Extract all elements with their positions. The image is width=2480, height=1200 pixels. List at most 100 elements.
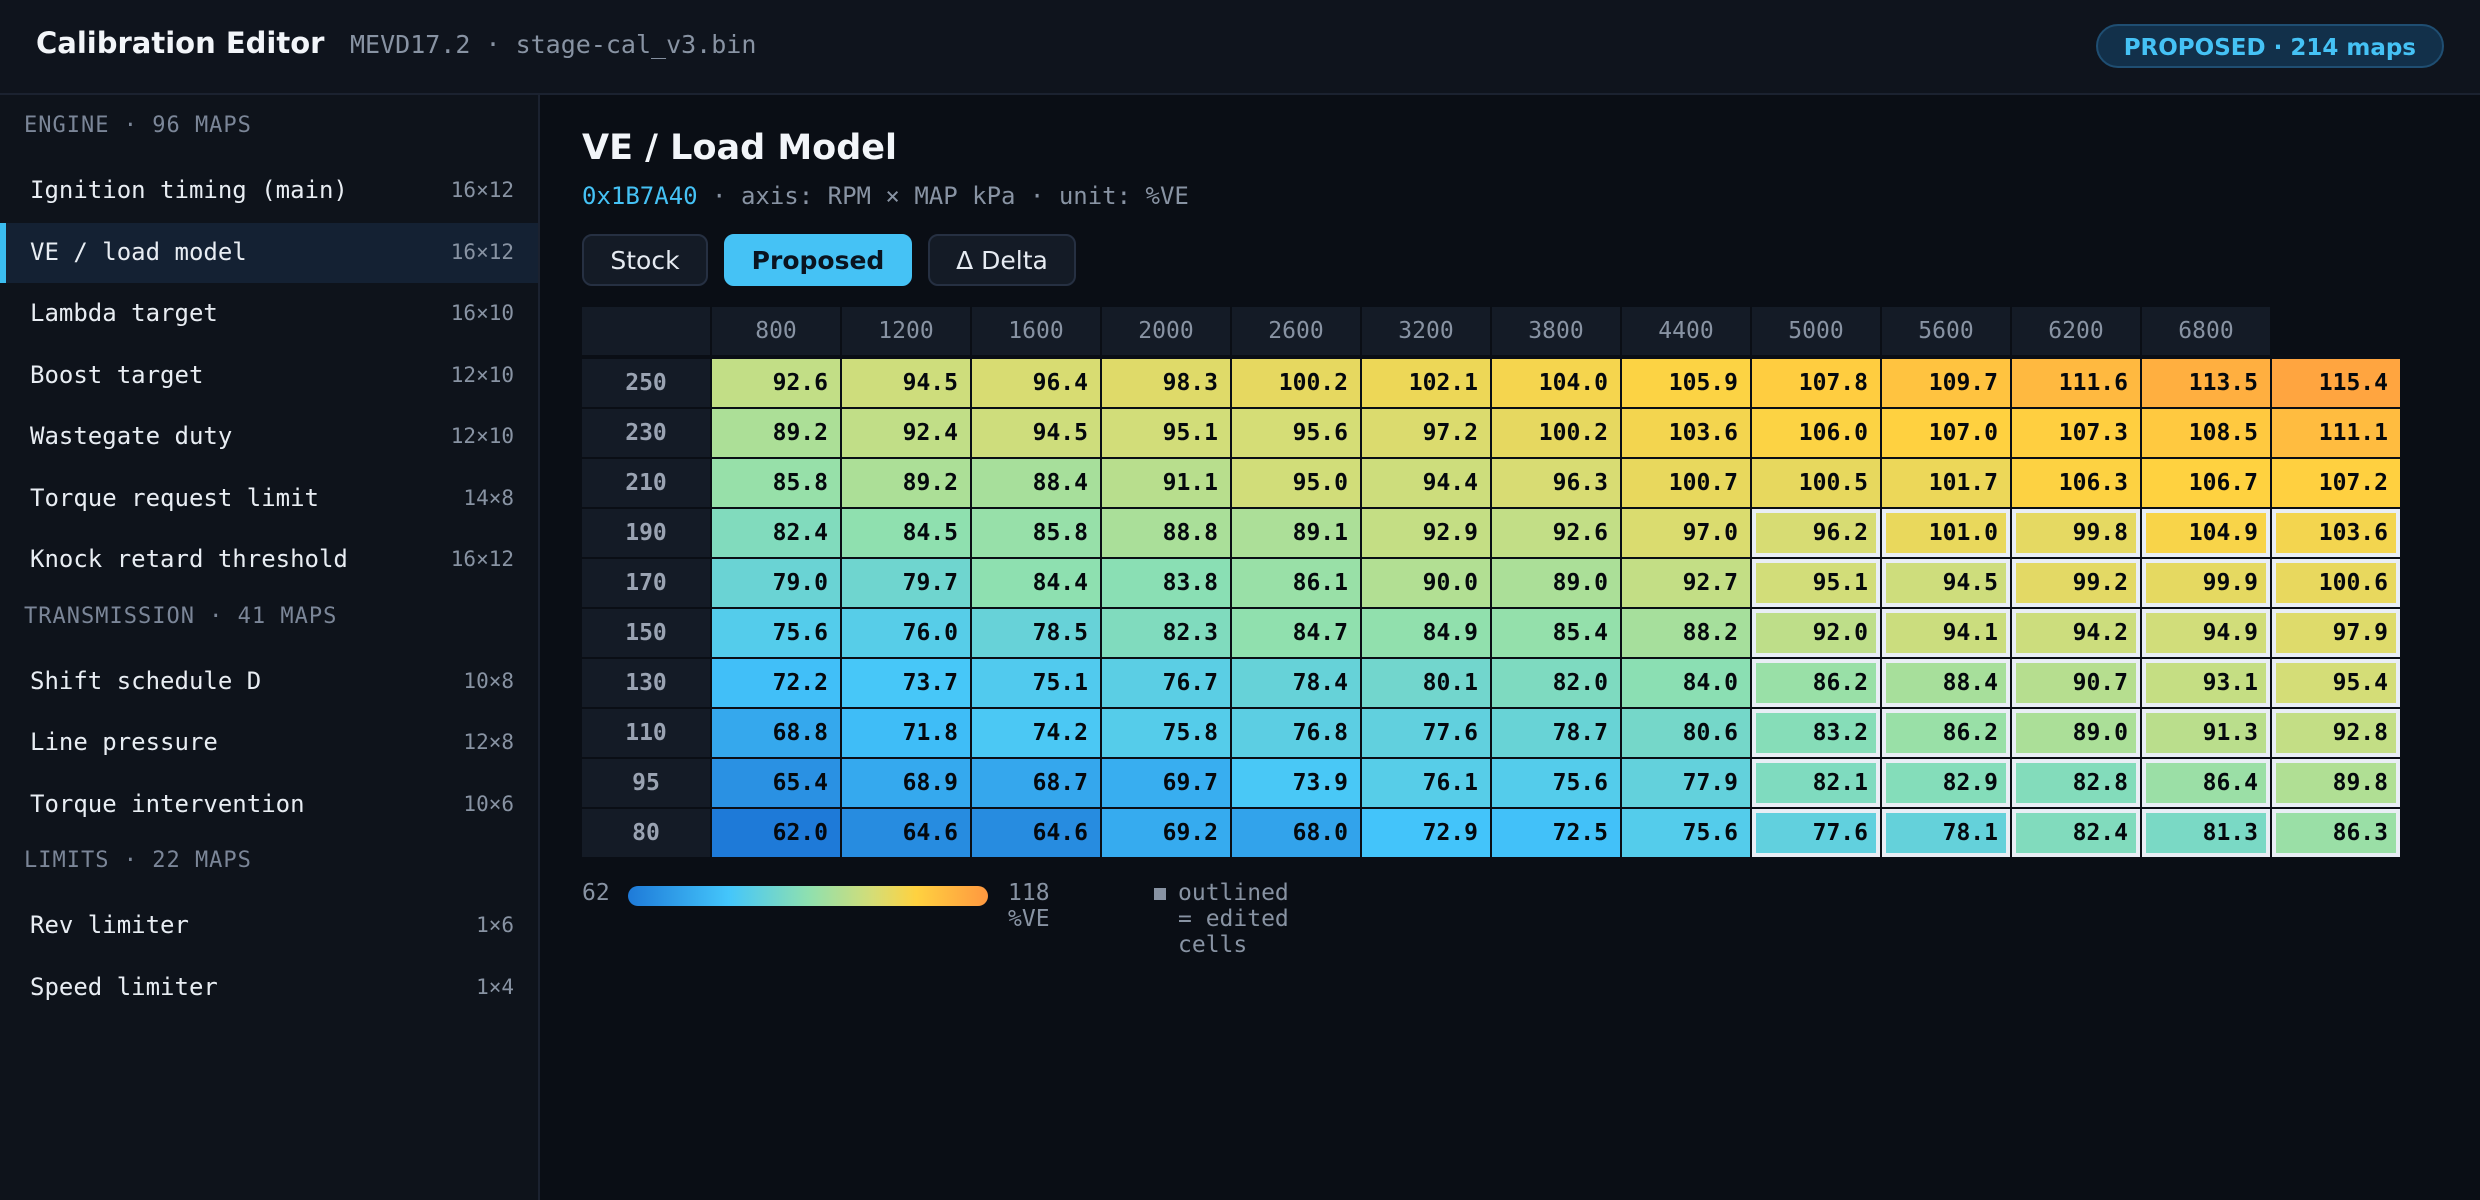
table-cell[interactable]: 84.7 — [1232, 609, 1360, 657]
table-cell[interactable]: 69.2 — [1102, 809, 1230, 857]
table-cell-edited[interactable]: 78.1 — [1882, 809, 2010, 857]
table-cell[interactable]: 75.6 — [1622, 809, 1750, 857]
table-cell[interactable]: 92.6 — [712, 359, 840, 407]
table-cell[interactable]: 98.3 — [1102, 359, 1230, 407]
table-cell[interactable]: 101.7 — [1882, 459, 2010, 507]
table-cell-edited[interactable]: 99.9 — [2142, 559, 2270, 607]
table-cell[interactable]: 80.1 — [1362, 659, 1490, 707]
table-cell[interactable]: 89.0 — [1492, 559, 1620, 607]
sidebar-item[interactable]: Lambda target 16×10 — [0, 284, 538, 344]
table-cell[interactable]: 84.4 — [972, 559, 1100, 607]
table-cell-edited[interactable]: 92.0 — [1752, 609, 1880, 657]
sidebar-item[interactable]: Ignition timing (main) 16×12 — [0, 161, 538, 221]
table-cell[interactable]: 74.2 — [972, 709, 1100, 757]
table-cell[interactable]: 88.8 — [1102, 509, 1230, 557]
table-cell[interactable]: 76.8 — [1232, 709, 1360, 757]
sidebar-item[interactable]: Shift schedule D 10×8 — [0, 652, 538, 712]
table-cell[interactable]: 96.3 — [1492, 459, 1620, 507]
table-cell[interactable]: 97.0 — [1622, 509, 1750, 557]
sidebar-item[interactable]: Speed limiter 1×4 — [0, 958, 538, 1018]
table-cell[interactable]: 92.9 — [1362, 509, 1490, 557]
table-cell[interactable]: 77.6 — [1362, 709, 1490, 757]
table-cell[interactable]: 75.6 — [712, 609, 840, 657]
table-cell[interactable]: 75.6 — [1492, 759, 1620, 807]
table-cell[interactable]: 68.7 — [972, 759, 1100, 807]
table-cell[interactable]: 77.9 — [1622, 759, 1750, 807]
sidebar-item[interactable]: Wastegate duty 12×10 — [0, 407, 538, 467]
table-cell-edited[interactable]: 95.4 — [2272, 659, 2400, 707]
table-cell[interactable]: 65.4 — [712, 759, 840, 807]
sidebar-item[interactable]: Torque request limit 14×8 — [0, 469, 538, 529]
table-cell-edited[interactable]: 86.4 — [2142, 759, 2270, 807]
table-cell[interactable]: 83.8 — [1102, 559, 1230, 607]
table-cell[interactable]: 105.9 — [1622, 359, 1750, 407]
table-cell-edited[interactable]: 91.3 — [2142, 709, 2270, 757]
table-cell-edited[interactable]: 81.3 — [2142, 809, 2270, 857]
table-cell[interactable]: 95.0 — [1232, 459, 1360, 507]
table-cell[interactable]: 75.1 — [972, 659, 1100, 707]
table-cell-edited[interactable]: 90.7 — [2012, 659, 2140, 707]
table-cell[interactable]: 106.0 — [1752, 409, 1880, 457]
table-cell-edited[interactable]: 104.9 — [2142, 509, 2270, 557]
table-cell[interactable]: 95.6 — [1232, 409, 1360, 457]
table-cell-edited[interactable]: 89.0 — [2012, 709, 2140, 757]
table-cell-edited[interactable]: 101.0 — [1882, 509, 2010, 557]
table-cell[interactable]: 84.0 — [1622, 659, 1750, 707]
sidebar-item[interactable]: Knock retard threshold 16×12 — [0, 530, 538, 590]
table-cell-edited[interactable]: 94.9 — [2142, 609, 2270, 657]
table-cell[interactable]: 97.2 — [1362, 409, 1490, 457]
table-cell[interactable]: 85.8 — [972, 509, 1100, 557]
table-cell[interactable]: 82.4 — [712, 509, 840, 557]
table-cell[interactable]: 73.9 — [1232, 759, 1360, 807]
table-cell[interactable]: 100.5 — [1752, 459, 1880, 507]
table-cell[interactable]: 106.7 — [2142, 459, 2270, 507]
table-cell[interactable]: 109.7 — [1882, 359, 2010, 407]
table-cell[interactable]: 107.2 — [2272, 459, 2400, 507]
table-cell[interactable]: 68.9 — [842, 759, 970, 807]
table-cell[interactable]: 76.0 — [842, 609, 970, 657]
table-cell[interactable]: 69.7 — [1102, 759, 1230, 807]
table-cell[interactable]: 92.6 — [1492, 509, 1620, 557]
table-cell[interactable]: 72.9 — [1362, 809, 1490, 857]
table-cell[interactable]: 89.2 — [712, 409, 840, 457]
view-stock-button[interactable]: Stock — [582, 234, 708, 286]
table-cell-edited[interactable]: 83.2 — [1752, 709, 1880, 757]
table-cell-edited[interactable]: 94.5 — [1882, 559, 2010, 607]
table-cell[interactable]: 89.1 — [1232, 509, 1360, 557]
table-cell[interactable]: 79.7 — [842, 559, 970, 607]
table-cell[interactable]: 100.2 — [1232, 359, 1360, 407]
table-cell[interactable]: 100.7 — [1622, 459, 1750, 507]
table-cell-edited[interactable]: 93.1 — [2142, 659, 2270, 707]
table-cell[interactable]: 100.2 — [1492, 409, 1620, 457]
table-cell[interactable]: 78.5 — [972, 609, 1100, 657]
table-cell[interactable]: 71.8 — [842, 709, 970, 757]
table-cell-edited[interactable]: 88.4 — [1882, 659, 2010, 707]
table-cell[interactable]: 96.4 — [972, 359, 1100, 407]
table-cell[interactable]: 104.0 — [1492, 359, 1620, 407]
table-cell[interactable]: 94.5 — [972, 409, 1100, 457]
table-cell[interactable]: 106.3 — [2012, 459, 2140, 507]
table-cell-edited[interactable]: 94.2 — [2012, 609, 2140, 657]
table-cell-edited[interactable]: 82.9 — [1882, 759, 2010, 807]
table-cell[interactable]: 113.5 — [2142, 359, 2270, 407]
table-cell[interactable]: 72.2 — [712, 659, 840, 707]
table-cell[interactable]: 102.1 — [1362, 359, 1490, 407]
table-cell-edited[interactable]: 99.2 — [2012, 559, 2140, 607]
table-cell[interactable]: 64.6 — [972, 809, 1100, 857]
sidebar-item[interactable]: VE / load model 16×12 — [0, 222, 538, 283]
table-cell[interactable]: 88.2 — [1622, 609, 1750, 657]
table-cell-edited[interactable]: 99.8 — [2012, 509, 2140, 557]
table-cell[interactable]: 85.4 — [1492, 609, 1620, 657]
table-cell-edited[interactable]: 103.6 — [2272, 509, 2400, 557]
table-cell[interactable]: 78.7 — [1492, 709, 1620, 757]
table-cell[interactable]: 107.3 — [2012, 409, 2140, 457]
table-cell[interactable]: 94.4 — [1362, 459, 1490, 507]
table-cell[interactable]: 76.7 — [1102, 659, 1230, 707]
table-cell[interactable]: 86.1 — [1232, 559, 1360, 607]
table-cell[interactable]: 95.1 — [1102, 409, 1230, 457]
table-cell[interactable]: 82.0 — [1492, 659, 1620, 707]
table-cell-edited[interactable]: 77.6 — [1752, 809, 1880, 857]
table-cell-edited[interactable]: 94.1 — [1882, 609, 2010, 657]
table-cell-edited[interactable]: 97.9 — [2272, 609, 2400, 657]
table-cell[interactable]: 115.4 — [2272, 359, 2400, 407]
